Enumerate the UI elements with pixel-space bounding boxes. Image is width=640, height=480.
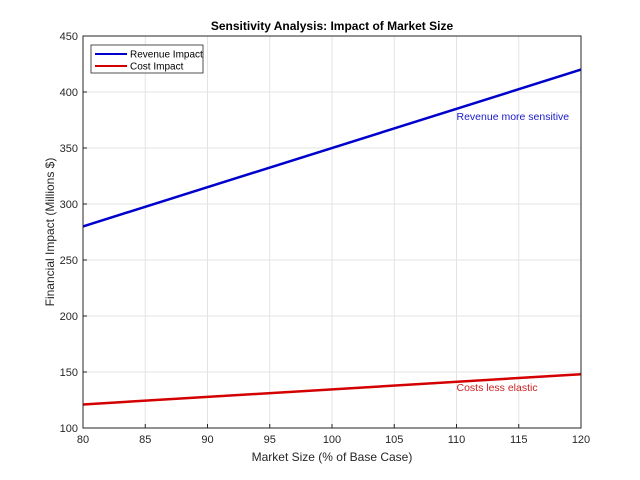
y-tick-label: 250 bbox=[60, 255, 78, 267]
x-tick-label: 100 bbox=[323, 434, 341, 446]
x-tick-label: 90 bbox=[201, 434, 213, 446]
y-tick-label: 100 bbox=[60, 423, 78, 435]
legend-label-revenue: Revenue Impact bbox=[130, 50, 203, 61]
x-tick-label: 85 bbox=[139, 434, 151, 446]
y-tick-label: 150 bbox=[60, 367, 78, 379]
chart-title: Sensitivity Analysis: Impact of Market S… bbox=[211, 19, 454, 33]
axis-ticks: 80 85 90 95 100 105 110 115 120 100 150 200 250 300 35… bbox=[60, 31, 591, 446]
annotation-text: Costs less elastic bbox=[457, 382, 538, 394]
legend-box bbox=[90, 44, 204, 74]
y-tick-label: 400 bbox=[60, 87, 78, 99]
x-tick-label: 110 bbox=[448, 434, 466, 446]
annotation-text: Revenue more sensitive bbox=[457, 111, 570, 123]
y-tick-label: 200 bbox=[60, 311, 78, 323]
x-tick-label: 95 bbox=[264, 434, 276, 446]
series-group bbox=[82, 68, 582, 406]
x-tick-label: 115 bbox=[510, 434, 528, 446]
x-axis-label: Market Size (% of Base Case) bbox=[252, 450, 413, 464]
grid-lines bbox=[82, 35, 582, 429]
legend: Revenue Impact Cost Impact bbox=[90, 44, 204, 74]
x-tick-label: 80 bbox=[77, 434, 89, 446]
x-tick-label: 105 bbox=[385, 434, 403, 446]
y-tick-label: 350 bbox=[60, 143, 78, 155]
annotations: Revenue more sensitive Costs less elastic bbox=[457, 111, 570, 394]
y-tick-label: 450 bbox=[60, 31, 78, 43]
series-line-revenue bbox=[82, 68, 582, 228]
series-line-cost bbox=[82, 372, 582, 406]
legend-label-cost: Cost Impact bbox=[130, 62, 184, 73]
x-tick-label: 120 bbox=[572, 434, 590, 446]
y-tick-label: 300 bbox=[60, 199, 78, 211]
y-axis-label: Financial Impact (Millions $) bbox=[43, 158, 57, 307]
